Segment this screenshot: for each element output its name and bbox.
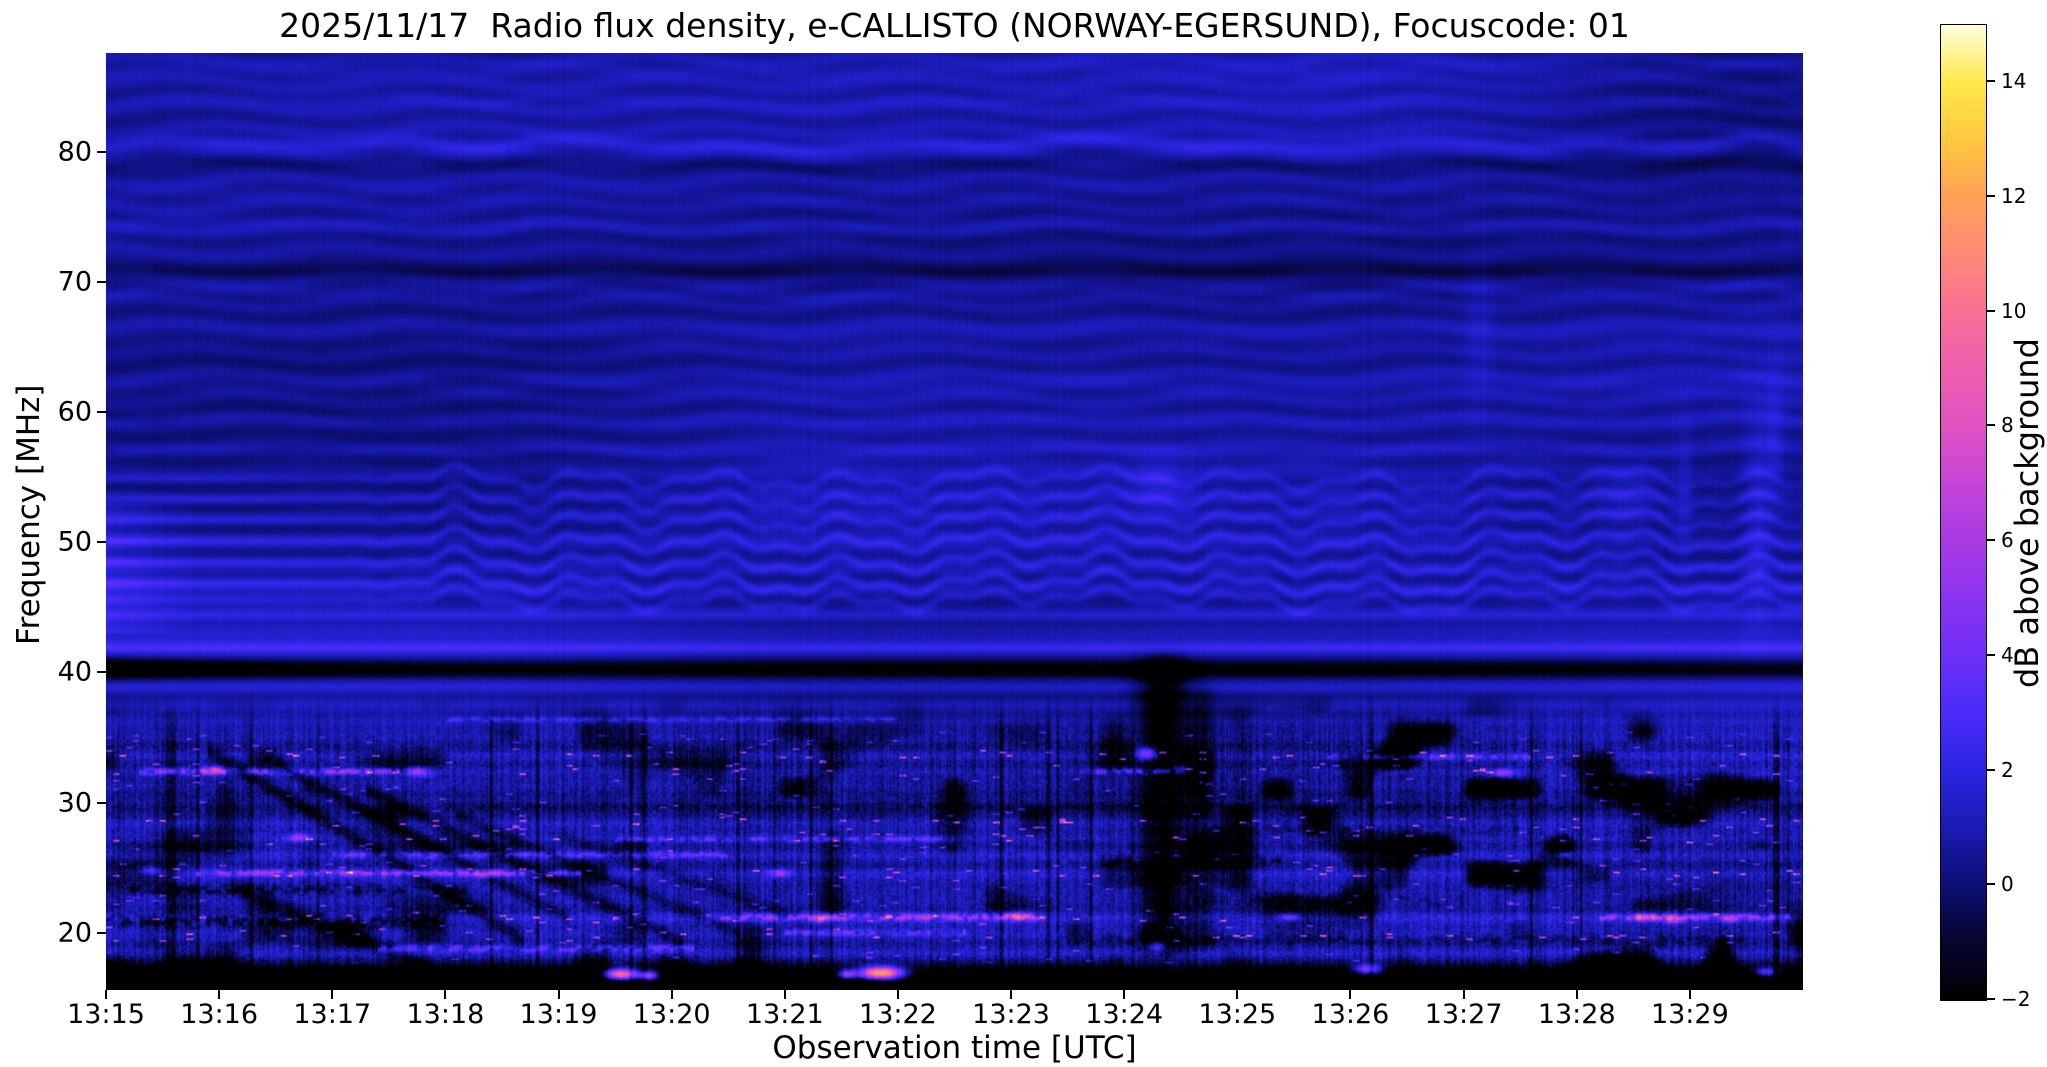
x-tick-mark <box>218 990 221 999</box>
y-tick-mark <box>97 931 106 934</box>
colorbar-label: dB above background <box>2008 338 2046 688</box>
y-tick-label: 70 <box>57 266 92 298</box>
y-tick-mark <box>97 541 106 544</box>
x-tick-mark <box>557 990 560 999</box>
x-tick-label: 13:22 <box>859 999 937 1030</box>
x-tick-label: 13:24 <box>1085 999 1164 1030</box>
x-axis-label: Observation time [UTC] <box>772 1030 1137 1066</box>
y-axis-label: Frequency [MHz] <box>11 384 47 645</box>
x-tick-mark <box>331 990 334 999</box>
colorbar-tick-label: −2 <box>2001 987 2031 1011</box>
x-tick-label: 13:20 <box>632 999 711 1030</box>
y-tick-mark <box>97 150 106 153</box>
colorbar-tick-mark <box>1987 883 1995 886</box>
colorbar-tick-label: 14 <box>2001 69 2027 94</box>
x-tick-mark <box>1010 990 1013 999</box>
x-tick-mark <box>1462 990 1465 999</box>
colorbar-tick-mark <box>1987 768 1995 771</box>
colorbar-tick-label: 12 <box>2001 184 2027 209</box>
y-tick-mark <box>97 671 106 674</box>
x-tick-label: 13:15 <box>67 999 145 1030</box>
y-tick-label: 50 <box>57 526 92 558</box>
colorbar <box>1940 24 1987 1001</box>
y-tick-label: 40 <box>57 656 92 688</box>
chart-title: 2025/11/17 Radio flux density, e-CALLIST… <box>279 6 1630 45</box>
colorbar-tick-label: 2 <box>2001 757 2014 782</box>
colorbar-tick-mark <box>1987 998 1995 1000</box>
x-tick-label: 13:28 <box>1537 999 1616 1030</box>
x-tick-mark <box>783 990 786 999</box>
colorbar-tick-mark <box>1987 80 1995 83</box>
x-tick-mark <box>1123 990 1126 999</box>
x-tick-label: 13:29 <box>1650 999 1729 1030</box>
x-tick-label: 13:19 <box>519 999 598 1030</box>
y-tick-label: 30 <box>57 787 92 819</box>
x-tick-label: 13:23 <box>972 999 1050 1030</box>
x-tick-mark <box>670 990 673 999</box>
colorbar-tick-mark <box>1987 539 1995 542</box>
colorbar-gradient-canvas <box>1941 25 1986 1000</box>
colorbar-tick-label: 8 <box>2001 413 2014 438</box>
x-tick-label: 13:16 <box>180 999 259 1030</box>
colorbar-tick-label: 6 <box>2001 528 2014 553</box>
spectrogram-heatmap-canvas <box>106 53 1803 990</box>
colorbar-tick-label: 0 <box>2001 872 2014 897</box>
x-tick-mark <box>444 990 447 999</box>
colorbar-tick-mark <box>1987 309 1995 312</box>
x-tick-label: 13:26 <box>1311 999 1390 1030</box>
x-tick-label: 13:21 <box>745 999 824 1030</box>
spectrogram-plot <box>106 53 1803 990</box>
x-tick-label: 13:18 <box>406 999 485 1030</box>
y-tick-label: 20 <box>57 917 92 949</box>
x-tick-mark <box>1688 990 1691 999</box>
colorbar-tick-mark <box>1987 424 1995 427</box>
y-tick-mark <box>97 411 106 414</box>
y-tick-label: 60 <box>57 396 92 428</box>
x-tick-mark <box>1236 990 1239 999</box>
colorbar-tick-label: 4 <box>2001 642 2014 667</box>
x-tick-label: 13:17 <box>293 999 372 1030</box>
y-tick-mark <box>97 801 106 804</box>
x-tick-label: 13:25 <box>1198 999 1277 1030</box>
x-tick-mark <box>105 990 107 999</box>
colorbar-tick-mark <box>1987 653 1995 656</box>
colorbar-tick-label: 10 <box>2001 298 2027 323</box>
x-tick-mark <box>896 990 899 999</box>
x-tick-mark <box>1575 990 1578 999</box>
y-tick-mark <box>97 281 106 284</box>
colorbar-tick-mark <box>1987 195 1995 198</box>
x-tick-mark <box>1349 990 1352 999</box>
x-tick-label: 13:27 <box>1424 999 1503 1030</box>
y-tick-label: 80 <box>57 136 92 168</box>
